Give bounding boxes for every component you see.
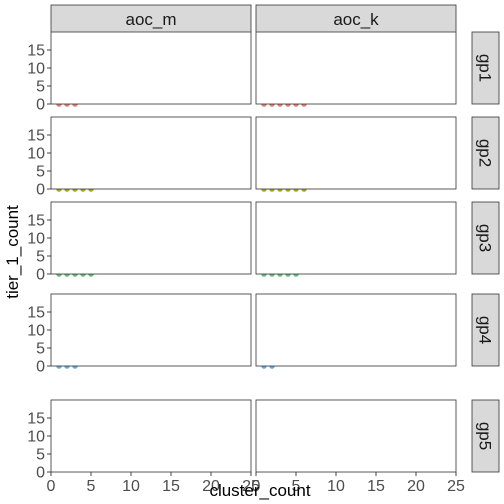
panel-border	[256, 294, 456, 366]
panel-border	[51, 32, 251, 104]
row-strip-label: gp4	[476, 316, 495, 344]
x-tick-label: 15	[367, 478, 385, 495]
y-tick-label: 0	[36, 267, 45, 284]
column-strip-label: aoc_m	[125, 10, 176, 29]
y-tick-label: 0	[36, 182, 45, 199]
row-strip-label: gp1	[476, 54, 495, 82]
y-tick-label: 0	[36, 359, 45, 376]
y-tick-label: 15	[27, 213, 45, 230]
y-tick-label: 10	[27, 146, 45, 163]
y-tick-label: 15	[27, 128, 45, 145]
panel-border	[51, 400, 251, 472]
panels-layer: aoc_m aoc_k gp1 gp2 gp3 gp4 gp5	[51, 5, 499, 472]
panel-gp4-aoc_k	[256, 294, 456, 369]
panel-gp5-aoc_k	[256, 400, 456, 472]
row-strip-label: gp3	[476, 224, 495, 252]
x-tick-label: 10	[327, 478, 345, 495]
y-tick-label: 10	[27, 231, 45, 248]
panel-border	[51, 202, 251, 274]
y-tick-label: 5	[36, 79, 45, 96]
x-axis-title: cluster_count	[209, 481, 310, 500]
y-tick-label: 10	[27, 429, 45, 446]
y-tick-label: 5	[36, 249, 45, 266]
panel-gp3-aoc_k	[256, 202, 456, 277]
panel-gp2-aoc_k	[256, 117, 456, 192]
panel-border	[51, 294, 251, 366]
panel-gp4-aoc_m	[51, 294, 251, 369]
x-tick-label: 20	[407, 478, 425, 495]
y-tick-label: 15	[27, 305, 45, 322]
y-tick-label: 0	[36, 465, 45, 482]
x-tick-label: 0	[47, 478, 56, 495]
y-tick-label: 5	[36, 447, 45, 464]
row-strip-label: gp2	[476, 139, 495, 167]
y-tick-label: 10	[27, 323, 45, 340]
panel-border	[256, 32, 456, 104]
panel-border	[256, 202, 456, 274]
x-tick-label: 25	[447, 478, 465, 495]
panel-gp1-aoc_m	[51, 32, 251, 107]
y-tick-label: 10	[27, 61, 45, 78]
y-tick-label: 5	[36, 341, 45, 358]
panel-border	[51, 117, 251, 189]
column-strip-label: aoc_k	[333, 10, 379, 29]
y-tick-label: 15	[27, 43, 45, 60]
row-strip-label: gp5	[476, 422, 495, 450]
panel-gp1-aoc_k	[256, 32, 456, 107]
panel-gp5-aoc_m	[51, 400, 251, 472]
y-tick-label: 0	[36, 97, 45, 114]
y-tick-label: 15	[27, 411, 45, 428]
panel-border	[256, 400, 456, 472]
panel-border	[256, 117, 456, 189]
x-tick-label: 15	[162, 478, 180, 495]
x-tick-label: 10	[122, 478, 140, 495]
panel-gp3-aoc_m	[51, 202, 251, 277]
y-tick-label: 5	[36, 164, 45, 181]
y-axis-title: tier_1_count	[3, 205, 22, 299]
x-tick-label: 5	[87, 478, 96, 495]
panel-gp2-aoc_m	[51, 117, 251, 192]
